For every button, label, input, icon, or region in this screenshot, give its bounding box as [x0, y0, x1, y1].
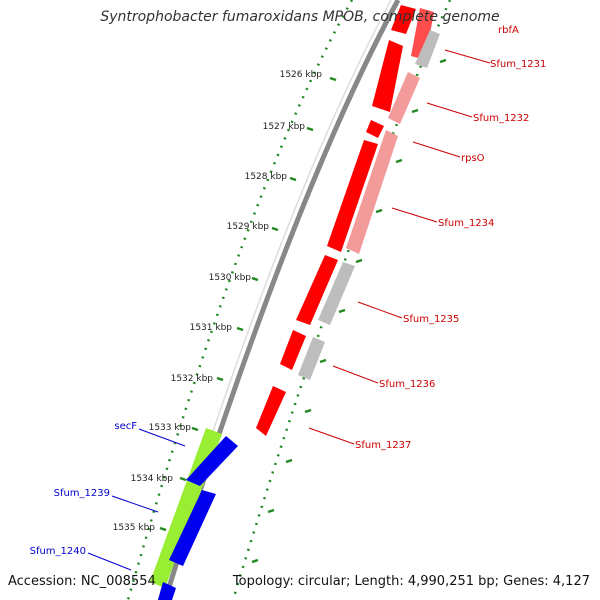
tick-label: 1534 kbp	[131, 474, 174, 484]
gene-sfum-1234-arrow	[327, 140, 378, 252]
reverse-label-connectors	[87, 428, 186, 571]
map-title: Syntrophobacter fumaroxidans MPOB, compl…	[100, 9, 500, 25]
tick-label: 1526 kbp	[280, 70, 323, 80]
gene-label-sfum-1231: Sfum_1231	[490, 59, 546, 70]
forward-gene-labels: rbfA Sfum_1231 Sfum_1232 rpsO Sfum_1234 …	[355, 25, 546, 451]
feature-gray-3	[298, 337, 325, 380]
reverse-gene-labels: secF Sfum_1239 Sfum_1240	[30, 421, 138, 557]
gene-sfum-1237-arrow	[256, 386, 286, 436]
gene-sfum-1235-arrow	[296, 255, 338, 325]
tick-label: 1529 kbp	[227, 222, 270, 232]
gene-label-sfum-1236: Sfum_1236	[379, 379, 435, 390]
gene-sfum-1231-arrow	[372, 40, 403, 112]
gene-label-sfum-1235: Sfum_1235	[403, 314, 459, 325]
inner-strand-features	[298, 8, 440, 380]
feature-gray-2	[318, 262, 355, 325]
tick-marks	[159, 58, 447, 564]
gene-label-sfum-1237: Sfum_1237	[355, 440, 411, 451]
tick-labels: 1526 kbp 1527 kbp 1528 kbp 1529 kbp 1530…	[113, 70, 323, 533]
gene-sfum-1239-arrow	[169, 490, 216, 566]
feature-pale-1	[411, 8, 434, 60]
accession-text: Accession: NC_008554	[8, 574, 156, 589]
tick-label: 1535 kbp	[113, 523, 156, 533]
tick-label: 1531 kbp	[190, 323, 233, 333]
gene-label-rbfA: rbfA	[498, 25, 519, 36]
gene-label-sfum-1239: Sfum_1239	[54, 488, 110, 499]
gene-sfum-1236-arrow	[280, 330, 306, 370]
gene-secf-arrow	[150, 428, 222, 588]
feature-pale-2	[388, 72, 420, 124]
tick-label: 1528 kbp	[245, 172, 288, 182]
tick-label: 1532 kbp	[171, 374, 214, 384]
inner-dotted-ring	[231, 0, 452, 600]
tick-label: 1533 kbp	[149, 423, 192, 433]
gene-label-secf: secF	[114, 421, 137, 432]
gene-label-sfum-1234: Sfum_1234	[438, 218, 494, 229]
reverse-strand-genes	[150, 428, 238, 600]
gene-secf-blue-arrow	[186, 436, 238, 486]
gene-sfum-1240-arrow	[158, 582, 176, 600]
forward-strand-genes	[256, 5, 416, 436]
gene-label-sfum-1240: Sfum_1240	[30, 546, 86, 557]
feature-gray-1	[415, 30, 440, 68]
forward-label-connectors	[308, 49, 491, 445]
tick-label: 1530 kbp	[209, 273, 252, 283]
gene-rpso-arrow	[366, 120, 384, 138]
gene-rbfA-arrow	[391, 5, 416, 34]
tick-label: 1527 kbp	[263, 122, 306, 132]
topology-summary: Topology: circular; Length: 4,990,251 bp…	[232, 574, 590, 589]
feature-pale-3	[346, 130, 398, 254]
gene-label-rpso: rpsO	[461, 153, 485, 164]
gene-label-sfum-1232: Sfum_1232	[473, 113, 529, 124]
